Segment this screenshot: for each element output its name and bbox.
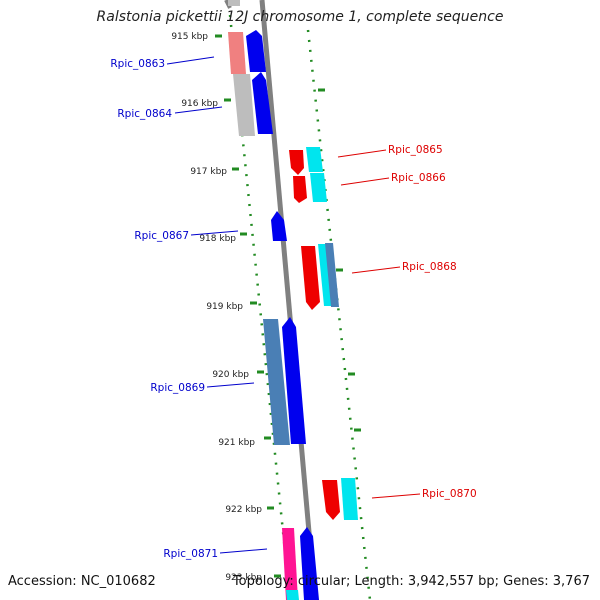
pink-feature [228,32,246,74]
feature-0865[interactable] [289,147,323,175]
tick-label: 921 kbp [218,438,255,448]
tick-label: 917 kbp [190,167,227,177]
leader-line [337,149,387,158]
forward-cds-arrow [282,317,306,444]
accession-text: Accession: NC_010682 [8,574,156,589]
leader-line [206,382,255,388]
topology-text: Topology: circular; Length: 3,942,557 bp… [232,574,590,589]
forward-cds-arrow [252,72,273,134]
leader-line [219,548,268,554]
cyan-feature [318,244,332,306]
forward-cds-arrow [271,211,287,241]
cyan-feature [341,478,358,520]
steel-feature [263,319,290,445]
tick-label: 923 kbp [225,573,262,583]
left-dotted-track [228,14,292,600]
gray-feature [233,74,255,136]
gene-label-rpic-0863[interactable]: Rpic_0863 [110,58,165,70]
feature-0868[interactable] [301,243,339,310]
feature-0863[interactable] [228,0,266,74]
leader-line [166,56,215,65]
gene-label-rpic-0866[interactable]: Rpic_0866 [391,172,446,184]
gene-label-rpic-0868[interactable]: Rpic_0868 [402,261,457,273]
leader-line [371,493,421,499]
reverse-cds-arrow [322,480,340,520]
feature-0869[interactable] [263,317,306,445]
tick-label: 919 kbp [206,302,243,312]
reverse-cds-arrow [293,176,307,203]
tick-label: 915 kbp [171,32,208,42]
cyan-feature [310,173,327,202]
cyan-feature [286,590,299,600]
tick-label: 918 kbp [199,234,236,244]
tick-label: 920 kbp [212,370,249,380]
gene-label-rpic-0864[interactable]: Rpic_0864 [117,108,172,120]
leader-line [190,230,239,236]
gene-label-rpic-0871[interactable]: Rpic_0871 [163,548,218,560]
gene-label-rpic-0867[interactable]: Rpic_0867 [134,230,189,242]
map-title: Ralstonia pickettii 12J chromosome 1, co… [96,9,504,25]
gene-label-rpic-0870[interactable]: Rpic_0870 [422,488,477,500]
gene-label-rpic-0865[interactable]: Rpic_0865 [388,144,443,156]
feature-0866[interactable] [293,173,327,203]
tick-label: 916 kbp [181,99,218,109]
feature-0871[interactable] [282,527,319,600]
feature-0864[interactable] [233,72,273,136]
steel-feature [325,243,339,307]
leader-line [174,106,223,114]
feature-0870[interactable] [322,478,358,520]
gray-feature [228,0,240,6]
cyan-feature [306,147,323,172]
feature-0867[interactable] [271,211,287,241]
genome-backbone [259,0,318,600]
leader-line [340,177,390,186]
reverse-cds-arrow [289,150,304,175]
gene-label-rpic-0869[interactable]: Rpic_0869 [150,382,205,394]
reverse-cds-arrow [301,246,320,310]
forward-cds-arrow [300,527,319,600]
forward-cds-arrow [246,30,266,72]
magenta-feature [282,528,298,600]
tick-marks [215,34,361,578]
right-dotted-track [306,29,372,600]
tick-label: 922 kbp [225,505,262,515]
leader-line [351,266,401,274]
